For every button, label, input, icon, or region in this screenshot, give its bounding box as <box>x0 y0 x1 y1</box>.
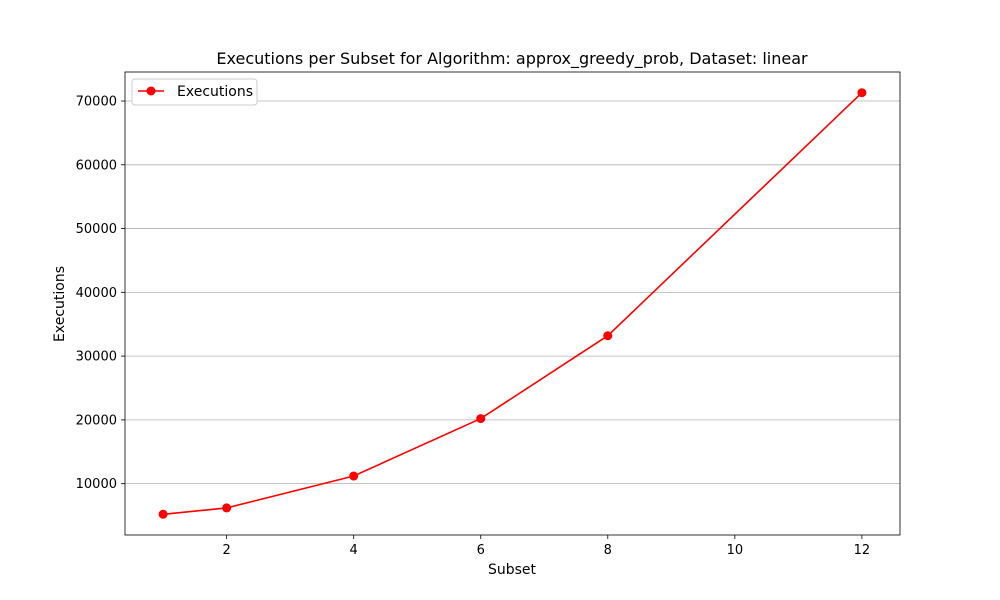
x-tick-label: 2 <box>222 543 230 558</box>
y-tick-label: 60000 <box>76 158 117 173</box>
y-tick-label: 20000 <box>76 413 117 428</box>
data-point <box>603 331 613 341</box>
y-tick-label: 50000 <box>76 222 117 237</box>
y-axis-label: Executions <box>52 266 68 342</box>
axes-layer: 10000 20000 30000 40000 50000 60000 70000 2 4 6 8 1… <box>76 71 901 558</box>
data-point <box>222 503 232 513</box>
legend-marker-swatch <box>146 86 156 96</box>
plot-area-frame <box>124 71 901 536</box>
grid-layer <box>125 100 900 485</box>
data-point <box>476 414 486 424</box>
y-tick-label: 10000 <box>76 477 117 492</box>
x-axis-label: Subset <box>488 562 537 578</box>
x-tick-label: 8 <box>604 543 612 558</box>
y-tick-label: 70000 <box>76 95 117 110</box>
x-tick-label: 10 <box>727 543 744 558</box>
data-point <box>349 471 359 481</box>
series-line <box>163 92 863 516</box>
series-layer <box>158 88 867 519</box>
legend-box <box>131 78 258 106</box>
data-point <box>158 509 168 519</box>
y-tick-label: 40000 <box>76 286 117 301</box>
x-tick-label: 6 <box>477 543 485 558</box>
x-tick-label: 4 <box>350 543 358 558</box>
legend: Executions <box>131 78 258 106</box>
legend-label: Executions <box>177 84 253 100</box>
data-point <box>857 88 867 98</box>
x-tick-label: 12 <box>854 543 871 558</box>
chart-title: Executions per Subset for Algorithm: app… <box>216 49 808 69</box>
y-tick-label: 30000 <box>76 350 117 365</box>
